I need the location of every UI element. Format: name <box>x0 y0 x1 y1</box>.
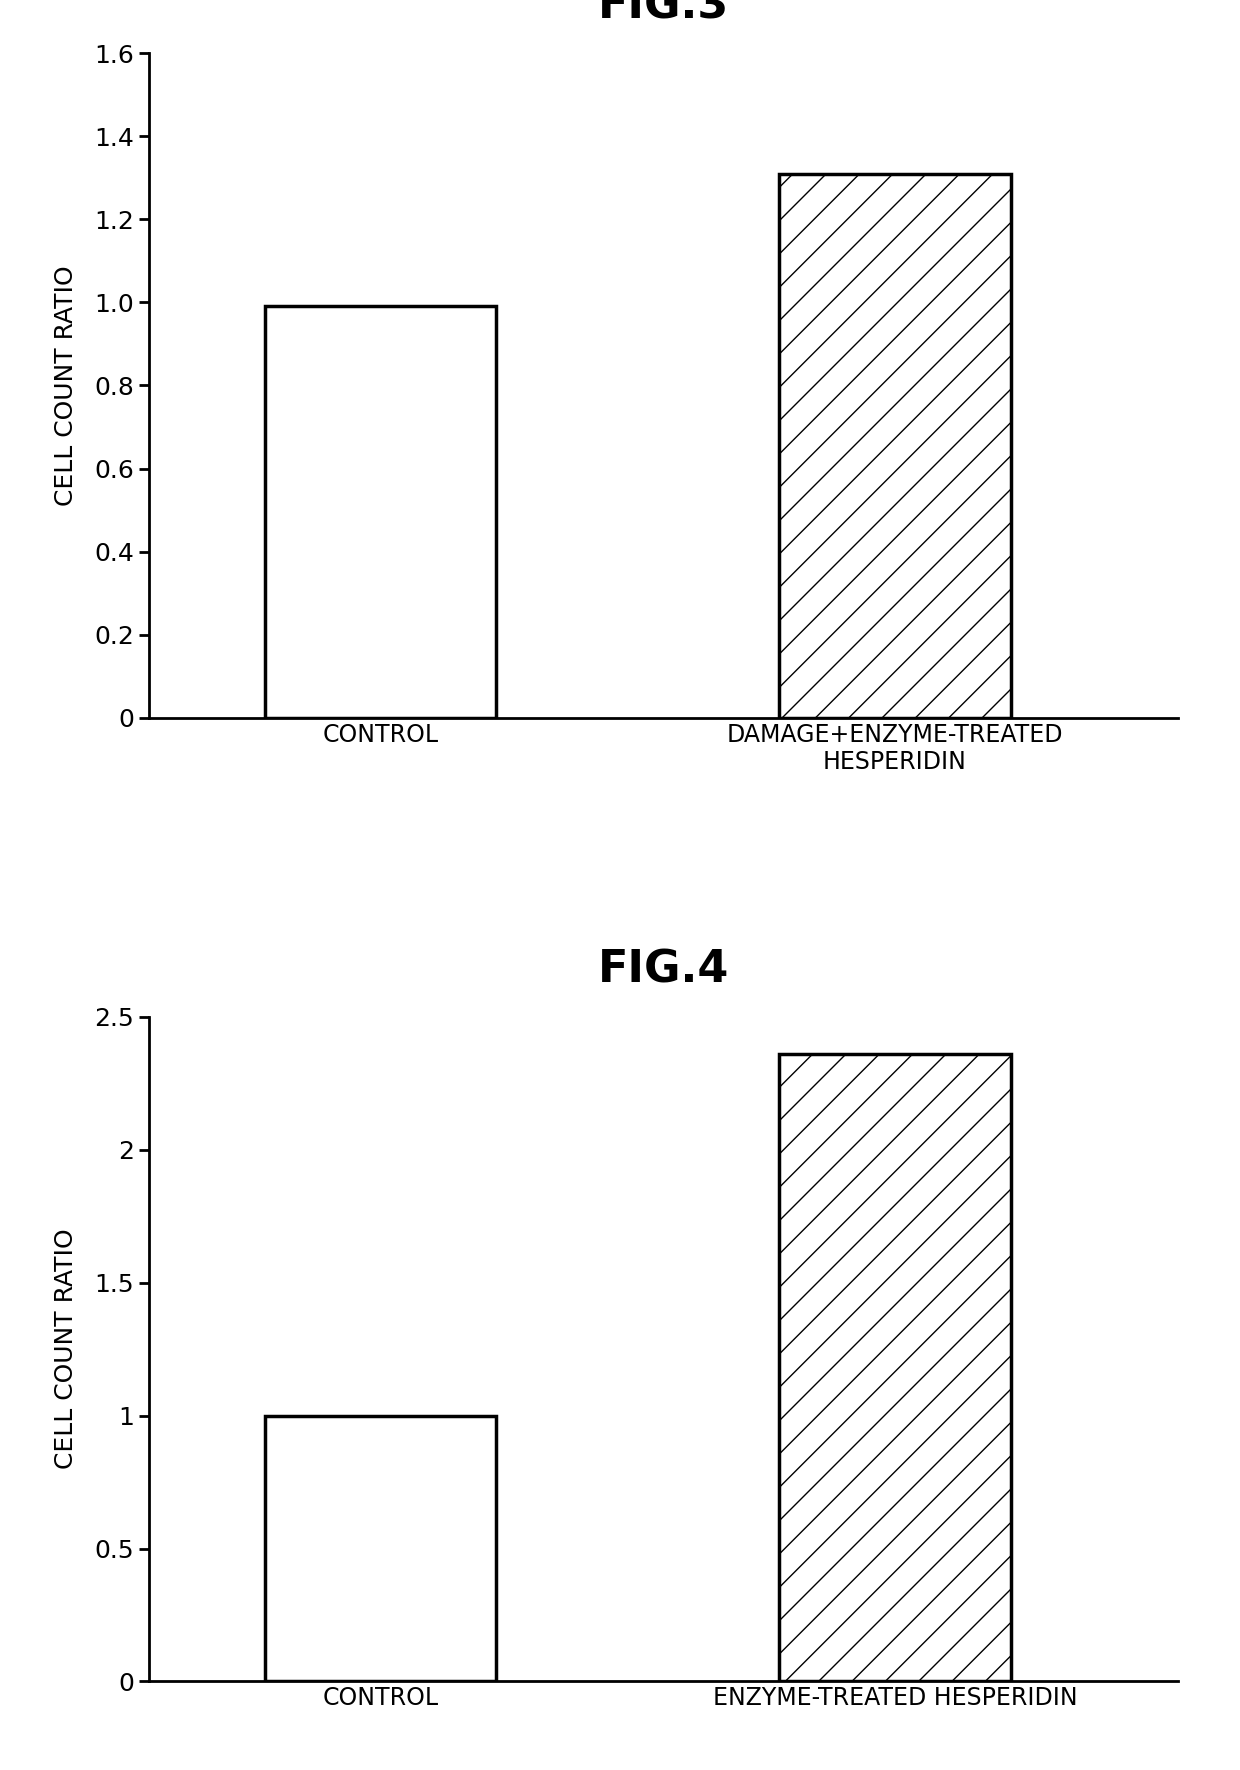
Bar <box>264 1416 496 1681</box>
Bar <box>264 306 496 719</box>
Title: FIG.4: FIG.4 <box>598 949 729 991</box>
Bar <box>779 173 1011 719</box>
Y-axis label: CELL COUNT RATIO: CELL COUNT RATIO <box>53 266 78 506</box>
Y-axis label: CELL COUNT RATIO: CELL COUNT RATIO <box>53 1228 78 1469</box>
Title: FIG.3: FIG.3 <box>598 0 729 27</box>
Bar <box>779 1055 1011 1681</box>
